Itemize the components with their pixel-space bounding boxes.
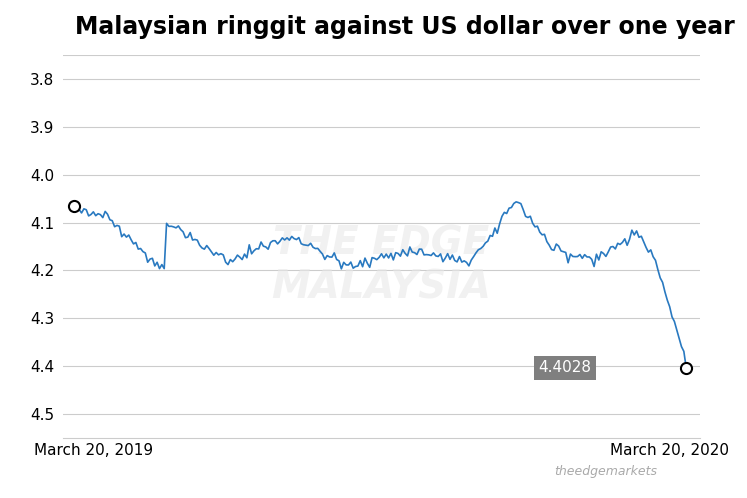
- Text: Malaysian ringgit against US dollar over one year: Malaysian ringgit against US dollar over…: [75, 15, 735, 39]
- Text: 4.4028: 4.4028: [539, 360, 592, 375]
- Text: theedgemarkets: theedgemarkets: [554, 465, 657, 478]
- Text: THE EDGE
MALAYSIA: THE EDGE MALAYSIA: [272, 225, 492, 307]
